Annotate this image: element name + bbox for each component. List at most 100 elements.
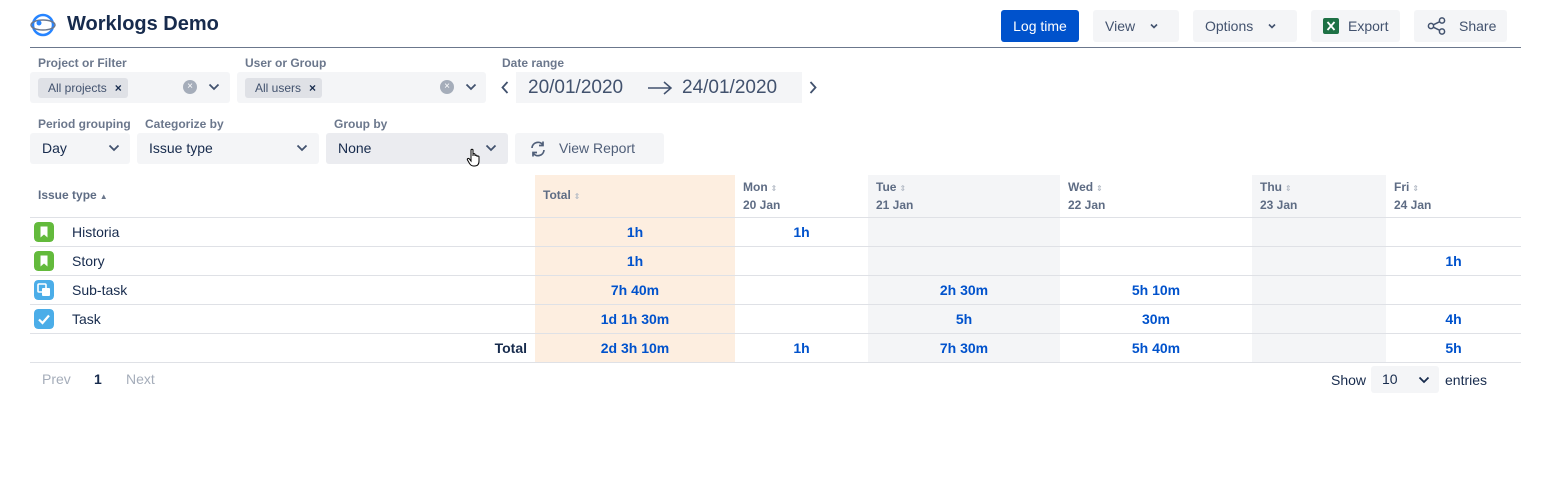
- date-range-label: Date range: [502, 56, 565, 70]
- day-cell[interactable]: 1h: [1445, 253, 1462, 269]
- options-dropdown-button[interactable]: Options: [1193, 10, 1297, 42]
- day-date: 20 Jan: [743, 198, 781, 212]
- group-by-select[interactable]: None: [326, 133, 508, 167]
- row-label: Historia: [72, 224, 120, 240]
- row-total-cell[interactable]: 1h: [626, 224, 644, 240]
- view-report-button[interactable]: View Report: [515, 133, 664, 164]
- categorize-by-label: Categorize by: [145, 117, 224, 131]
- date-from-input[interactable]: 20/01/2020: [528, 77, 624, 98]
- row-divider: [30, 217, 1521, 218]
- row-label: Story: [72, 253, 105, 269]
- story-icon: [34, 251, 54, 271]
- refresh-icon: [531, 141, 545, 157]
- clear-icon[interactable]: ×: [183, 80, 197, 94]
- day-total-cell[interactable]: 1h: [793, 340, 810, 356]
- project-filter-select[interactable]: All projects × ×: [30, 72, 230, 103]
- period-grouping-label: Period grouping: [38, 117, 131, 131]
- share-button[interactable]: Share: [1414, 10, 1507, 42]
- day-cell[interactable]: 5h 10m: [1131, 282, 1181, 298]
- day-header-mon[interactable]: Mon ⇕ 20 Jan: [743, 179, 780, 214]
- day-name: Tue: [876, 180, 897, 194]
- day-cell[interactable]: 4h: [1445, 311, 1462, 327]
- next-range-button[interactable]: [802, 72, 824, 103]
- day-header-wed[interactable]: Wed ⇕ 22 Jan: [1068, 179, 1105, 214]
- user-filter-select[interactable]: All users × ×: [237, 72, 486, 103]
- day-header-tue[interactable]: Tue ⇕ 21 Jan: [876, 179, 913, 214]
- chevron-down-icon: [1150, 23, 1158, 29]
- total-header-label: Total: [543, 188, 571, 202]
- row-divider: [30, 246, 1521, 247]
- task-icon: [34, 309, 54, 329]
- date-to-input[interactable]: 24/01/2020: [682, 77, 778, 98]
- day-date: 21 Jan: [876, 198, 914, 212]
- export-label: Export: [1348, 18, 1389, 34]
- export-button[interactable]: Export: [1311, 10, 1400, 42]
- remove-tag-icon[interactable]: ×: [309, 81, 317, 95]
- day-cell[interactable]: 30m: [1141, 311, 1171, 327]
- day-header-fri[interactable]: Fri ⇕ 24 Jan: [1394, 179, 1431, 214]
- excel-icon: [1323, 18, 1339, 34]
- prev-page-button[interactable]: Prev: [42, 371, 71, 387]
- sort-icon: ⇕: [1285, 184, 1292, 193]
- row-total-cell[interactable]: 1d 1h 30m: [600, 311, 670, 327]
- clear-icon[interactable]: ×: [440, 80, 454, 94]
- date-range-picker: 20/01/2020 24/01/2020: [494, 72, 824, 103]
- tue-column-bg: [868, 175, 1060, 362]
- total-column-bg: [535, 175, 735, 362]
- day-cell[interactable]: 5h: [955, 311, 973, 327]
- user-tag: All users ×: [245, 78, 323, 98]
- row-divider: [30, 333, 1521, 334]
- subtask-icon: [34, 280, 54, 300]
- day-cell[interactable]: 2h 30m: [939, 282, 989, 298]
- total-header[interactable]: Total ⇕: [543, 187, 580, 205]
- period-grouping-select[interactable]: Day: [30, 133, 130, 164]
- footer-total-label: Total: [494, 340, 527, 356]
- row-divider: [30, 362, 1521, 363]
- day-date: 22 Jan: [1068, 198, 1106, 212]
- hand-cursor-icon: [466, 148, 480, 167]
- day-name: Fri: [1394, 180, 1410, 194]
- chevron-down-icon: [108, 144, 120, 152]
- chevron-left-icon: [501, 81, 509, 94]
- entries-per-page-select[interactable]: 10: [1371, 366, 1439, 393]
- story-icon: [34, 222, 54, 242]
- row-total-cell[interactable]: 1h: [626, 253, 644, 269]
- issue-type-header-label: Issue type: [38, 188, 97, 202]
- show-label: Show: [1331, 372, 1367, 388]
- options-label: Options: [1205, 18, 1254, 34]
- app-logo-icon: [30, 13, 56, 37]
- share-label: Share: [1459, 18, 1497, 34]
- share-icon: [1427, 17, 1446, 35]
- project-tag: All projects ×: [38, 78, 128, 98]
- page-number[interactable]: 1: [94, 371, 102, 387]
- sort-icon: ⇕: [770, 184, 778, 193]
- categorize-by-select[interactable]: Issue type: [137, 133, 319, 164]
- project-filter-label: Project or Filter: [38, 56, 127, 70]
- view-dropdown-button[interactable]: View: [1093, 10, 1179, 42]
- day-total-cell[interactable]: 5h 40m: [1131, 340, 1181, 356]
- next-page-button[interactable]: Next: [126, 371, 155, 387]
- chevron-down-icon[interactable]: [207, 80, 221, 94]
- issue-type-header[interactable]: Issue type ▲: [38, 187, 108, 205]
- user-tag-label: All users: [255, 81, 302, 95]
- log-time-button[interactable]: Log time: [1001, 10, 1079, 42]
- view-label: View: [1105, 18, 1136, 34]
- sort-icon: ⇕: [899, 184, 907, 193]
- day-header-thu[interactable]: Thu ⇕ 23 Jan: [1260, 179, 1297, 214]
- day-name: Mon: [743, 180, 768, 194]
- prev-range-button[interactable]: [494, 72, 516, 103]
- day-cell[interactable]: 1h: [793, 224, 810, 240]
- day-date: 24 Jan: [1394, 198, 1432, 212]
- day-date: 23 Jan: [1260, 198, 1298, 212]
- grand-total-cell[interactable]: 2d 3h 10m: [600, 340, 670, 356]
- day-total-cell[interactable]: 5h: [1445, 340, 1462, 356]
- row-total-cell[interactable]: 7h 40m: [610, 282, 660, 298]
- group-by-value: None: [338, 140, 372, 156]
- chevron-down-icon[interactable]: [464, 80, 478, 94]
- entries-per-page-value: 10: [1382, 371, 1398, 387]
- day-name: Wed: [1068, 180, 1094, 194]
- remove-tag-icon[interactable]: ×: [114, 81, 122, 95]
- sort-icon: ⇕: [1412, 184, 1420, 193]
- user-filter-label: User or Group: [245, 56, 327, 70]
- day-total-cell[interactable]: 7h 30m: [939, 340, 989, 356]
